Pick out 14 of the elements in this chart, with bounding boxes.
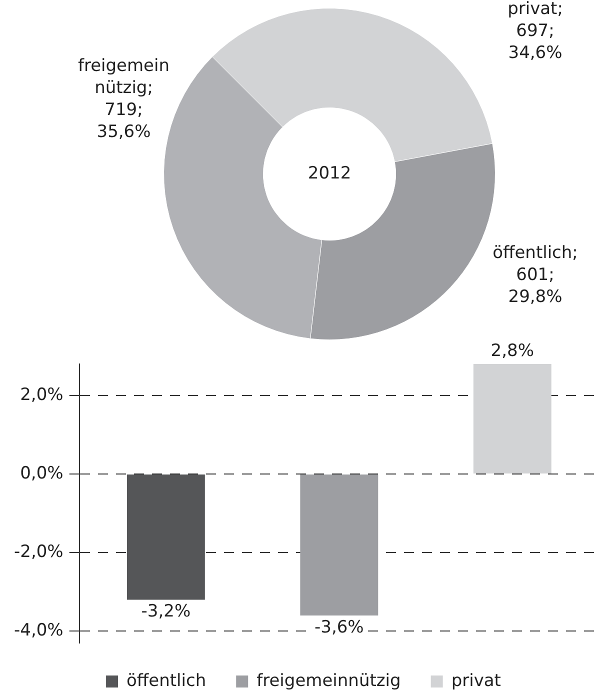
slice-label: öffentlich; 601; 29,8% bbox=[492, 243, 578, 308]
slice-label: freigemein nützig; 719; 35,6% bbox=[78, 56, 170, 142]
y-tick-label: -4,0% bbox=[14, 620, 64, 641]
y-tick-label: 2,0% bbox=[20, 384, 64, 405]
data-label: -3,6% bbox=[314, 617, 364, 638]
y-tick-label: 0,0% bbox=[20, 463, 64, 484]
text: 2012 bbox=[308, 163, 352, 184]
legend-label: öffentlich bbox=[126, 670, 206, 691]
data-label: -3,2% bbox=[141, 602, 191, 622]
y-tick-label: -2,0% bbox=[14, 542, 64, 562]
legend-label: privat bbox=[451, 670, 502, 691]
data-label: 2,8% bbox=[490, 340, 534, 361]
slice-label: privat; 697; 34,6% bbox=[508, 0, 563, 63]
legend-label: freigemeinnützig bbox=[256, 670, 401, 691]
